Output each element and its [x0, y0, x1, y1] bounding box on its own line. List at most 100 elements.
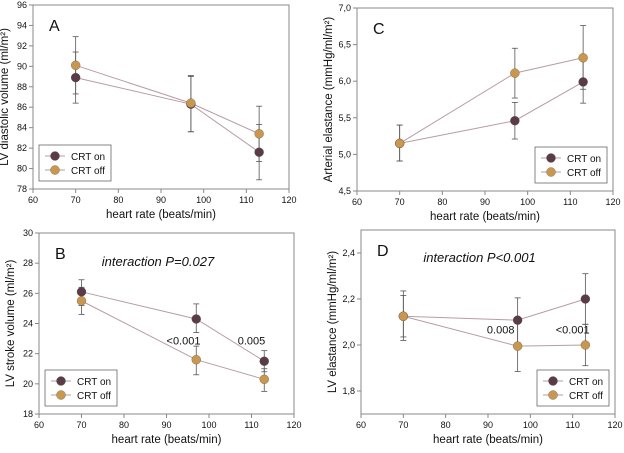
x-tick-label: 90 — [483, 420, 493, 430]
data-point-crt-off — [578, 53, 588, 63]
legend-marker — [56, 390, 66, 400]
data-point-crt-on — [71, 72, 81, 83]
x-tick-label: 100 — [520, 197, 535, 207]
x-tick-label: 80 — [441, 420, 451, 430]
data-point-crt-on — [259, 356, 269, 366]
y-tick-label: 5,5 — [338, 113, 351, 123]
data-point-crt-off — [254, 129, 264, 139]
data-point-crt-off — [259, 374, 269, 384]
legend-marker — [546, 167, 556, 177]
x-tick-label: 60 — [352, 197, 362, 207]
x-axis-label: heart rate (beats/min) — [112, 434, 222, 446]
p-value-annotation: <0.001 — [556, 325, 590, 337]
data-point-crt-on — [76, 287, 87, 297]
p-value-annotation: 0.008 — [487, 325, 515, 337]
legend-label: CRT on — [71, 152, 105, 163]
data-point-crt-on — [512, 315, 523, 325]
series-line-crt-on — [81, 291, 265, 362]
data-point-crt-on — [578, 77, 588, 87]
y-tick-label: 26 — [23, 288, 33, 298]
panel-label: A — [49, 18, 60, 35]
x-tick-label: 120 — [607, 420, 622, 430]
x-tick-label: 90 — [161, 420, 171, 430]
x-tick-label: 80 — [437, 197, 447, 207]
series-line-crt-on — [75, 77, 260, 153]
y-tick-label: 88 — [17, 82, 27, 92]
x-tick-label: 100 — [523, 420, 538, 430]
y-axis-label: LV stroke volume (ml/m²) — [5, 260, 17, 388]
series-line-crt-on — [399, 81, 584, 144]
y-tick-label: 6,0 — [338, 76, 351, 86]
x-axis-label: heart rate (beats/min) — [433, 434, 543, 446]
data-point-crt-on — [580, 294, 591, 304]
x-axis-label: heart rate (beats/min) — [430, 211, 540, 223]
interaction-annotation: interaction P<0.001 — [423, 250, 535, 265]
x-tick-label: 70 — [76, 420, 86, 430]
series-line-crt-off — [75, 64, 260, 135]
y-tick-label: 2,0 — [342, 340, 355, 350]
data-point-crt-on — [191, 314, 201, 324]
legend: CRT on CRT off — [38, 144, 112, 182]
x-tick-label: 100 — [196, 195, 211, 205]
data-point-crt-off — [510, 68, 520, 78]
x-tick-label: 70 — [71, 195, 81, 205]
x-tick-label: 60 — [28, 195, 38, 205]
data-point-crt-off — [71, 60, 81, 70]
legend-box — [534, 146, 608, 184]
panel-b: 60 70 80 90 100 110 120 18 20 22 24 26 28 30 heart rat… — [5, 228, 302, 446]
x-tick-label: 110 — [563, 197, 577, 207]
y-tick-label: 96 — [17, 0, 27, 10]
p-value-annotation: <0.001 — [167, 336, 201, 348]
legend-box — [536, 369, 610, 407]
data-point-crt-off — [76, 296, 87, 306]
y-tick-label: 84 — [17, 123, 27, 133]
y-tick-label: 90 — [17, 61, 27, 71]
legend-marker — [50, 165, 60, 175]
y-tick-label: 24 — [23, 319, 33, 329]
legend-label: CRT off — [71, 166, 105, 177]
y-tick-label: 4,5 — [338, 186, 351, 196]
x-tick-label: 120 — [605, 197, 620, 207]
panel-a: 60 70 80 90 100 110 120 78 80 82 84 86 88 90 92 94 96 hea… — [0, 0, 297, 221]
panel-d: 60 70 80 90 100 110 120 1,8 2,0 2,2 2,4 heart rate … — [327, 229, 623, 446]
legend-marker — [50, 151, 60, 161]
legend: CRT on CRT off — [536, 369, 610, 407]
data-point-crt-off — [398, 311, 408, 321]
y-tick-label: 22 — [23, 349, 33, 359]
legend-marker — [548, 376, 558, 386]
legend-label: CRT off — [569, 391, 603, 402]
y-tick-label: 7,0 — [338, 3, 351, 13]
x-tick-label: 120 — [281, 195, 296, 205]
x-tick-label: 90 — [156, 195, 166, 205]
x-tick-label: 110 — [239, 195, 253, 205]
data-point-crt-on — [254, 147, 264, 157]
x-tick-label: 120 — [286, 420, 301, 430]
data-point-crt-off — [395, 138, 405, 149]
y-axis-label: LV diastolic volume (ml/m²) — [0, 28, 11, 166]
y-tick-label: 1,8 — [342, 386, 355, 396]
legend-box — [44, 369, 118, 407]
x-tick-label: 110 — [565, 420, 579, 430]
data-point-crt-on — [510, 116, 520, 126]
x-axis-label: heart rate (beats/min) — [106, 209, 216, 221]
x-tick-label: 100 — [201, 420, 216, 430]
data-point-crt-off — [186, 98, 196, 108]
x-tick-label: 110 — [244, 420, 258, 430]
y-tick-label: 86 — [17, 102, 27, 112]
y-tick-label: 28 — [23, 258, 33, 268]
y-tick-label: 20 — [23, 379, 33, 389]
y-tick-label: 30 — [23, 228, 33, 238]
legend-label: CRT on — [569, 377, 603, 388]
p-value-annotation: 0.005 — [238, 336, 266, 348]
interaction-annotation: interaction P=0.027 — [102, 254, 215, 269]
data-point-crt-off — [512, 341, 523, 351]
x-tick-label: 60 — [34, 420, 44, 430]
series-line-crt-on — [403, 298, 586, 321]
y-tick-label: 82 — [17, 143, 27, 153]
legend-label: CRT off — [77, 391, 111, 402]
legend-marker — [56, 376, 66, 386]
x-tick-label: 80 — [113, 195, 123, 205]
y-tick-label: 80 — [17, 164, 27, 174]
y-tick-label: 2,2 — [342, 294, 355, 304]
